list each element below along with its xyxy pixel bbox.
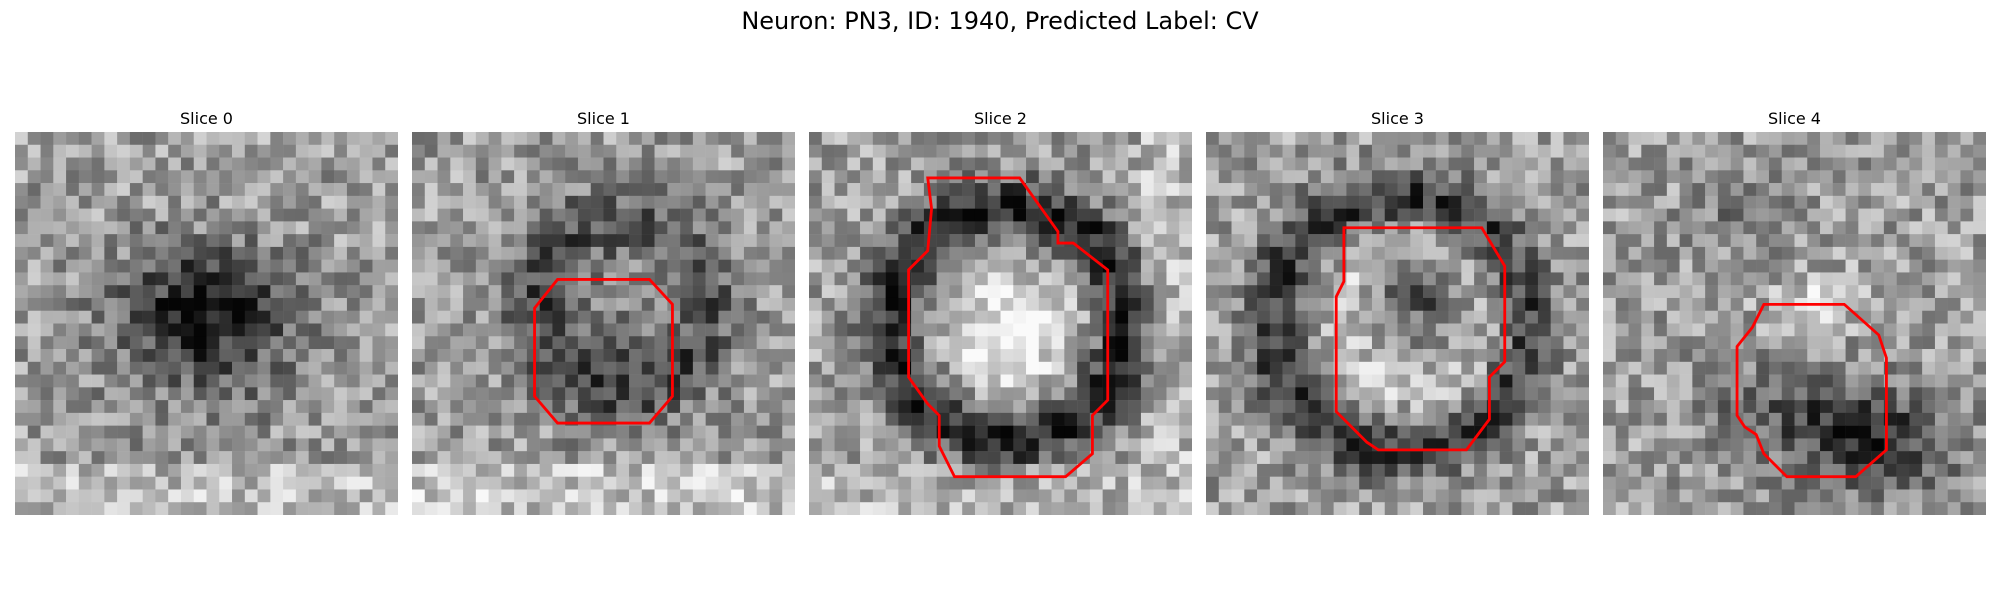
slice-panel-3: Slice 3 (1206, 106, 1589, 515)
slice-image-1 (412, 132, 795, 515)
slice-title-2: Slice 2 (974, 109, 1027, 128)
slice-panel-1: Slice 1 (412, 106, 795, 515)
slice-title-4: Slice 4 (1768, 109, 1821, 128)
slice-panel-0: Slice 0 (15, 106, 398, 515)
contour-outline (1334, 226, 1507, 452)
contour-outline (1735, 302, 1888, 479)
slice-panel-4: Slice 4 (1603, 106, 1986, 515)
contour-outline (533, 278, 674, 425)
slice-image-0 (15, 132, 398, 515)
slice-title-0: Slice 0 (180, 109, 233, 128)
slice-image-2 (809, 132, 1192, 515)
contour-outline (907, 176, 1110, 479)
slice-title-1: Slice 1 (577, 109, 630, 128)
slice-image-4 (1603, 132, 1986, 515)
figure-title: Neuron: PN3, ID: 1940, Predicted Label: … (741, 7, 1259, 35)
slice-panel-2: Slice 2 (809, 106, 1192, 515)
slice-title-3: Slice 3 (1371, 109, 1424, 128)
slice-image-3 (1206, 132, 1589, 515)
